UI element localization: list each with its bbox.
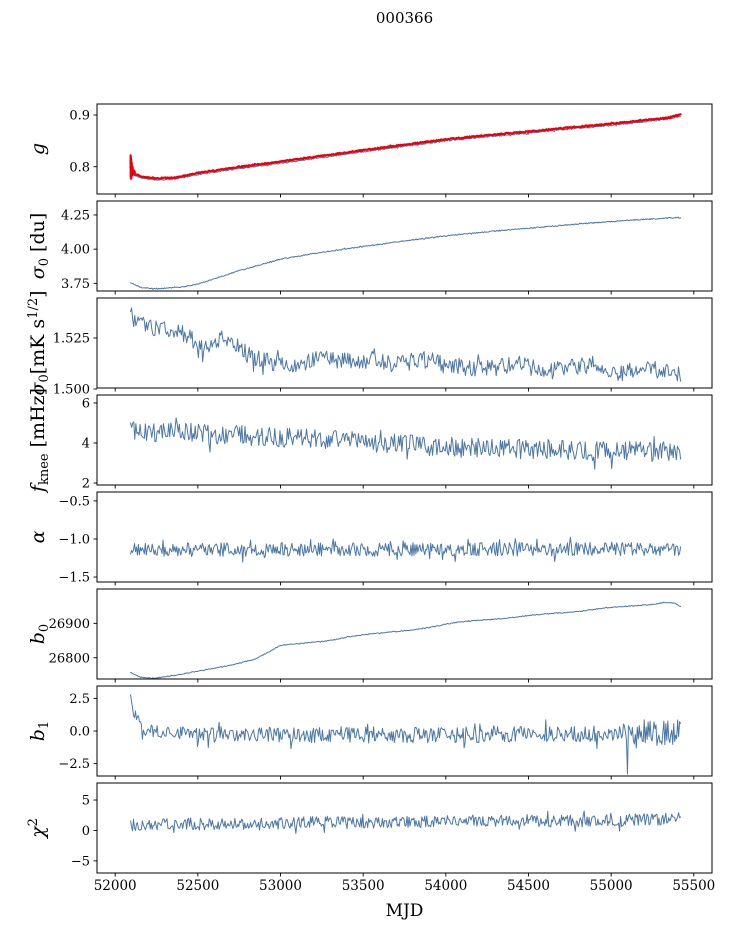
panel-frame [96,103,713,195]
series-b1-line [130,694,682,775]
y-tick-label: 26800 [49,651,90,666]
y-tick-label: 2.5 [69,692,90,707]
x-tick-label: 55500 [672,878,715,894]
y-axis-label: σ0[mK s1/2] [26,290,52,395]
y-tick-label: −1.5 [58,571,90,586]
panel-alpha: −1.5 −1.0 −0.5 α [27,491,713,586]
y-tick-label: 1.500 [53,383,90,398]
x-tick-label: 55000 [590,878,633,894]
y-tick-label: 5 [82,794,90,809]
y-tick-label: 6 [82,397,90,412]
panel-f-knee: 2 4 6 fknee [mHz] [27,388,713,494]
y-tick-label: 1.525 [53,332,90,347]
series-f-knee-line [130,417,682,470]
y-tick-label: −0.5 [58,494,90,509]
y-tick-label: 0.8 [69,160,90,175]
series-g-blue [131,115,682,181]
x-tick-label: 54500 [507,878,550,894]
y-axis-label: b0 [27,624,52,644]
panel-b1: −2.5 0.0 2.5 b1 [27,685,713,780]
series-g-red [129,113,682,180]
x-tick-label: 52500 [176,878,219,894]
y-tick-label: 0.0 [69,725,90,740]
y-tick-label: 3.75 [61,277,90,292]
y-tick-label: −5 [71,854,90,869]
x-axis-label: MJD [386,901,424,921]
panel-frame [96,782,713,874]
y-tick-label: 2 [82,477,90,492]
panel-frame [96,200,713,292]
y-axis-label: χ2 [26,818,49,840]
panel-chi2: −5 0 5 χ2 52000 52500 53000 53500 54000 54500 5500… [26,782,715,894]
y-axis-label: b1 [27,721,52,741]
figure-title: 000366 [376,9,433,27]
y-tick-label: −1.0 [58,533,90,548]
y-tick-label: 0.9 [69,109,90,124]
panel-frame [96,394,713,486]
y-axis-label: g [27,143,49,155]
x-tick-label: 53500 [342,878,385,894]
y-tick-label: −2.5 [58,757,90,772]
y-axis-label: α [27,530,49,543]
y-tick-label: 4.25 [61,209,90,224]
panels-root: 0.8 0.9 g 3.75 4.00 4.25 σ0 [du] 1.500 1.525σ0[m… [26,103,715,894]
series-sigma0-mK-line [130,307,682,382]
y-tick-label: 4.00 [61,243,90,258]
x-tick-label: 53000 [259,878,302,894]
series-alpha-line [130,536,682,563]
panel-sigma0-du: 3.75 4.00 4.25 σ0 [du] [27,200,713,295]
panel-frame [96,588,713,680]
series-chi2-line [130,810,682,834]
y-tick-label: 0 [82,824,90,839]
panel-frame [96,297,713,389]
y-tick-label: 4 [82,437,90,452]
series-b0-line [130,601,682,679]
panel-g: 0.8 0.9 g [27,103,713,198]
x-tick-label: 54000 [424,878,467,894]
x-tick-label: 52000 [94,878,137,894]
y-tick-label: 26900 [49,617,90,632]
series-sigma0-du-line [130,216,682,290]
y-axis-label: fknee [mHz] [27,388,52,494]
panel-frame [96,491,713,583]
y-axis-label: σ0 [du] [27,213,52,280]
